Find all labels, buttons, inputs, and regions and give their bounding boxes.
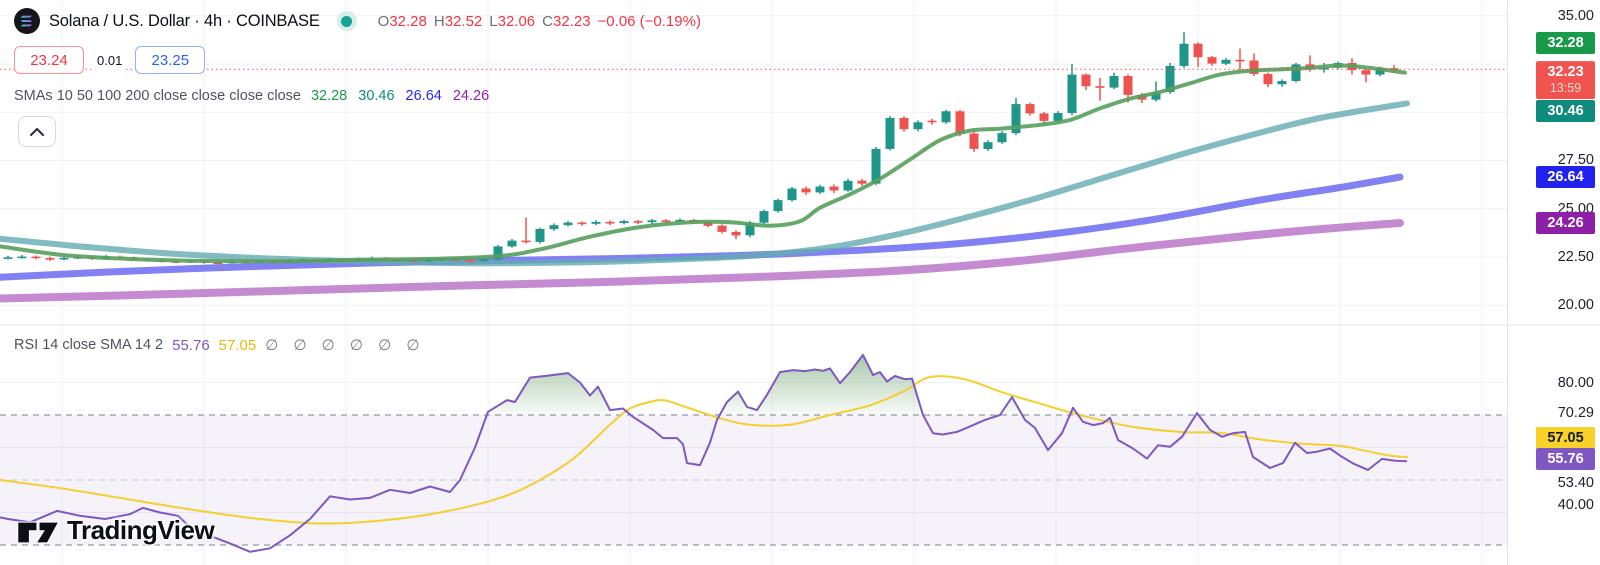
rsi-empty-flags: ∅ ∅ ∅ ∅ ∅ ∅	[265, 337, 422, 354]
change-value: −0.06 (−0.19%)	[597, 12, 701, 30]
scale-tick: 53.40	[1557, 475, 1594, 491]
buy-sell-panel: 23.24 0.01 23.25	[14, 46, 206, 74]
low-label: L	[489, 12, 498, 30]
solana-logo-icon	[14, 8, 40, 34]
scale-tick: 70.29	[1557, 405, 1594, 421]
scale-tick: 40.00	[1557, 497, 1594, 513]
low-value: 32.06	[497, 12, 536, 30]
chevron-up-icon	[30, 127, 44, 136]
buy-button[interactable]: 23.25	[135, 46, 206, 74]
scale-tick: 22.50	[1557, 249, 1594, 265]
tradingview-mark-icon	[17, 521, 59, 544]
rsi-legend[interactable]: RSI 14 close SMA 14 2 55.76 57.05 ∅ ∅ ∅ …	[14, 336, 422, 355]
market-status-dot	[341, 15, 353, 27]
countdown-timer: 13:59	[1549, 81, 1582, 96]
scale-badge: 26.64	[1536, 165, 1595, 189]
scale-badge: 30.46	[1536, 99, 1595, 123]
scale-badge: 32.23 13:59	[1536, 61, 1595, 99]
scale-badge: 57.05	[1536, 426, 1595, 450]
sma100-value: 26.64	[405, 88, 442, 104]
spread-value: 0.01	[93, 50, 127, 70]
open-label: O	[377, 12, 390, 30]
sma-legend-title: SMAs 10 50 100 200 close close close clo…	[14, 88, 301, 104]
rsi-sma-value: 57.05	[218, 336, 257, 354]
symbol-header: Solana / U.S. Dollar · 4h · COINBASE O32…	[14, 8, 701, 34]
scale-badge: 32.28	[1536, 31, 1595, 55]
high-value: 32.52	[444, 12, 483, 30]
scale-tick: 35.00	[1557, 8, 1594, 24]
sell-button[interactable]: 23.24	[14, 46, 84, 74]
scale-badge: 24.26	[1536, 211, 1595, 235]
close-label: C	[542, 12, 553, 30]
scale-badge: 55.76	[1536, 447, 1595, 471]
collapse-legend-button[interactable]	[18, 116, 56, 147]
scale-tick: 27.50	[1557, 152, 1594, 168]
sma-legend-values: 32.28 30.46 26.64 24.26	[311, 88, 489, 104]
tradingview-logo-text: TradingView	[67, 515, 215, 545]
scale-tick: 80.00	[1557, 375, 1594, 391]
open-value: 32.28	[389, 12, 427, 30]
sma50-value: 30.46	[358, 88, 395, 104]
price-scale[interactable]: 35.00 27.50 25.00 22.50 20.00 80.00 70.29 53.40…	[1507, 0, 1600, 565]
sma200-value: 24.26	[452, 88, 490, 104]
rsi-value: 55.76	[172, 336, 210, 354]
tradingview-logo[interactable]: TradingView	[16, 515, 215, 546]
rsi-legend-title: RSI 14 close SMA 14 2	[14, 337, 164, 353]
sma-legend[interactable]: SMAs 10 50 100 200 close close close clo…	[14, 88, 489, 104]
scale-tick: 20.00	[1557, 297, 1594, 313]
high-label: H	[433, 12, 445, 30]
sma10-value: 32.28	[310, 88, 348, 104]
close-value: 32.23	[553, 12, 591, 30]
ohlc-values: O32.28 H32.52 L32.06 C32.23 −0.06 (−0.19…	[378, 13, 701, 30]
market-status-icon[interactable]	[336, 11, 357, 31]
symbol-title[interactable]: Solana / U.S. Dollar · 4h · COINBASE	[49, 11, 320, 30]
